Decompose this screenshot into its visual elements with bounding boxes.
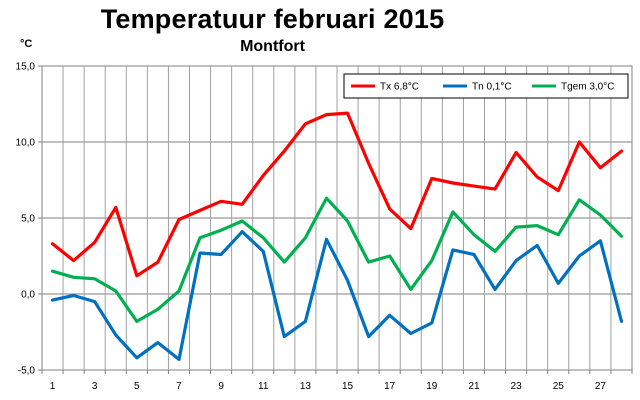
legend-label-1: Tx 6,8°C — [380, 82, 419, 93]
series-line-1 — [50, 111, 624, 278]
x-tick-label: 5 — [134, 381, 140, 392]
y-tick-label: 5,0 — [21, 214, 35, 225]
y-axis-unit-label: °C — [20, 38, 33, 50]
y-tick-label: 0,0 — [21, 290, 35, 301]
x-tick-label: 1 — [50, 381, 56, 392]
series-line-2 — [50, 230, 624, 361]
x-tick-label: 23 — [511, 381, 523, 392]
legend-box — [343, 73, 629, 99]
y-tick-label: 15,0 — [16, 62, 36, 73]
x-tick-label: 21 — [468, 381, 480, 392]
x-tick-label: 17 — [384, 381, 396, 392]
x-tick-label: 15 — [342, 381, 354, 392]
x-tick-label: 13 — [300, 381, 312, 392]
series-line-3 — [50, 196, 624, 323]
x-tick-label: 19 — [426, 381, 438, 392]
legend-label-3: Tgem 3,0°C — [561, 82, 614, 93]
x-tick-label: 27 — [595, 381, 607, 392]
legend-label-2: Tn 0,1°C — [472, 82, 512, 93]
x-tick-label: 7 — [176, 381, 182, 392]
x-tick-label: 25 — [553, 381, 565, 392]
chart-title: Temperatuur februari 2015 — [100, 4, 445, 34]
x-tick-label: 9 — [218, 381, 224, 392]
x-tick-label: 3 — [92, 381, 98, 392]
y-tick-label: 10,0 — [16, 138, 36, 149]
chart-subtitle: Montfort — [240, 38, 305, 55]
y-tick-label: -5,0 — [18, 366, 36, 377]
x-tick-label: 11 — [258, 381, 269, 392]
